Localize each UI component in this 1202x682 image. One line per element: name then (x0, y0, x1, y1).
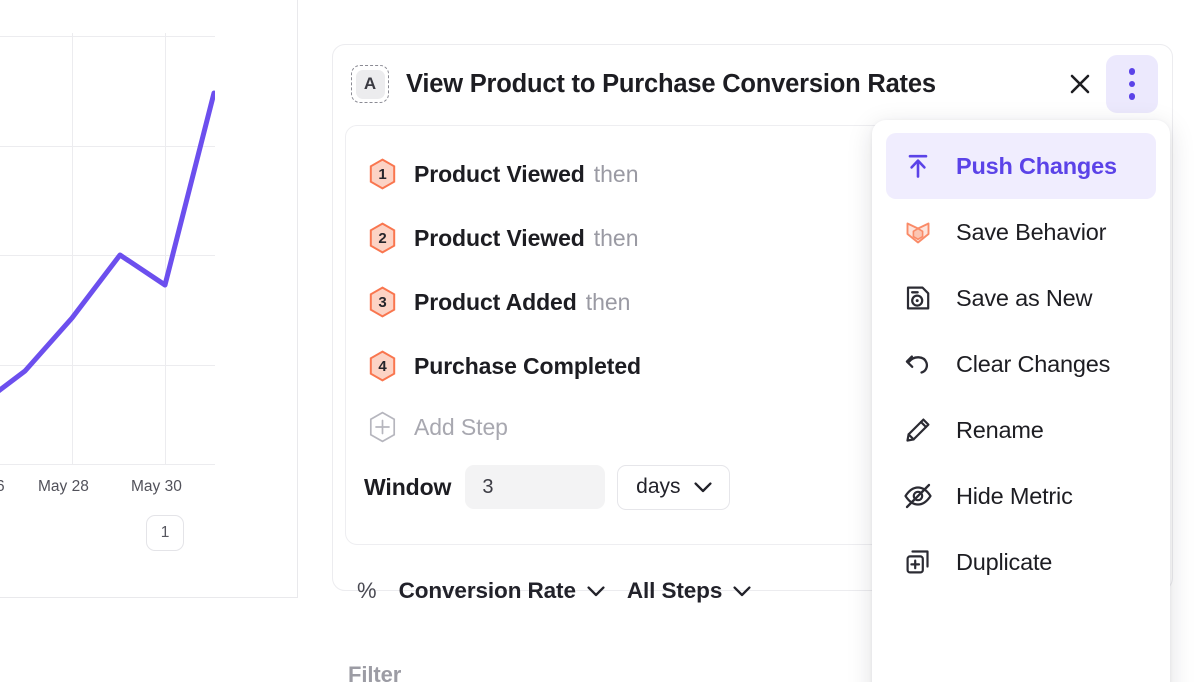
add-step-badge (368, 411, 397, 443)
step-number-badge: 2 (368, 222, 397, 254)
step-connector: then (593, 224, 639, 251)
funnel-step-row[interactable]: 4 Purchase Completed (346, 334, 1161, 398)
hexagon-icon (369, 286, 396, 318)
more-vertical-icon (1128, 68, 1136, 75)
eye-off-icon (902, 480, 934, 512)
push-up-icon (902, 150, 934, 182)
gridline-horizontal (0, 464, 215, 465)
filter-section-label: Filter (348, 662, 402, 682)
step-event-name: Product Viewed (414, 224, 585, 251)
metric-options-menu: Push Changes Save Behavior Save as N (872, 120, 1170, 682)
menu-item-label: Clear Changes (956, 350, 1111, 377)
duplicate-icon (902, 546, 934, 578)
metric-type-value: Conversion Rate (398, 578, 576, 603)
menu-item-label: Save Behavior (956, 218, 1107, 245)
menu-item-clear-changes[interactable]: Clear Changes (886, 331, 1156, 397)
metric-letter-badge: A (355, 69, 385, 99)
window-value-input[interactable]: 3 (465, 465, 606, 509)
vertical-divider (297, 0, 298, 598)
window-label: Window (364, 473, 452, 500)
conversion-window-row: Window 3 days (346, 456, 1161, 518)
menu-item-rename[interactable]: Rename (886, 397, 1156, 463)
menu-item-duplicate[interactable]: Duplicate (886, 529, 1156, 595)
menu-item-save-behavior[interactable]: Save Behavior (886, 199, 1156, 265)
window-unit-select[interactable]: days (617, 464, 731, 510)
funnel-step-row[interactable]: 3 Product Added then (346, 270, 1161, 334)
hexagon-icon (369, 350, 396, 382)
close-button[interactable] (1060, 64, 1100, 104)
close-icon (1070, 74, 1090, 94)
x-tick-label: May 30 (131, 478, 182, 495)
menu-item-hide-metric[interactable]: Hide Metric (886, 463, 1156, 529)
metric-type-select[interactable]: Conversion Rate (399, 578, 605, 604)
step-number-badge: 4 (368, 350, 397, 382)
menu-item-label: Push Changes (956, 152, 1117, 179)
gridline-horizontal (0, 146, 215, 147)
chart-pane-divider (0, 597, 298, 598)
gridline-vertical (165, 33, 166, 465)
menu-item-push-changes[interactable]: Push Changes (886, 133, 1156, 199)
line-chart-plot (0, 33, 215, 465)
pencil-icon (902, 414, 934, 446)
menu-item-label: Save as New (956, 284, 1093, 311)
step-number-badge: 3 (368, 286, 397, 318)
step-connector: then (585, 288, 631, 315)
gridline-horizontal (0, 255, 215, 256)
more-vertical-icon (1128, 80, 1136, 88)
gridline-vertical (72, 33, 73, 465)
menu-item-label: Hide Metric (956, 482, 1073, 509)
more-vertical-icon (1128, 93, 1136, 100)
step-event-name: Product Viewed (414, 160, 585, 187)
chevron-down-icon (733, 585, 751, 596)
step-scope-select[interactable]: All Steps (627, 578, 751, 604)
menu-item-save-as-new[interactable]: Save as New (886, 265, 1156, 331)
metric-card-header: A View Product to Purchase Conversion Ra… (333, 45, 1172, 123)
funnel-step-row[interactable]: 2 Product Viewed then (346, 206, 1161, 270)
step-number: 2 (378, 229, 387, 247)
step-event-name: Purchase Completed (414, 352, 641, 379)
window-unit-value: days (636, 475, 681, 498)
chevron-down-icon (693, 481, 712, 492)
step-connector: then (593, 160, 639, 187)
chart-pane: 6 May 28 May 30 1 (0, 0, 298, 598)
step-number: 3 (378, 293, 387, 311)
hexagon-icon (369, 158, 396, 190)
hexagon-icon (369, 222, 396, 254)
plus-hexagon-icon (369, 411, 396, 443)
step-scope-value: All Steps (626, 578, 723, 603)
gridline-horizontal (0, 36, 215, 37)
percent-icon: % (357, 578, 377, 603)
metric-letter-badge-drag-handle[interactable]: A (351, 65, 389, 103)
step-number-badge: 1 (368, 158, 397, 190)
menu-item-label: Rename (956, 416, 1044, 443)
x-axis-tick-labels: 6 May 28 May 30 (0, 478, 298, 504)
step-number: 1 (378, 165, 387, 183)
chart-line-series (0, 90, 215, 394)
metric-footer-controls: % Conversion Rate All Steps (333, 561, 751, 621)
menu-item-label: Duplicate (956, 548, 1053, 575)
step-event-name: Product Added (414, 288, 577, 315)
add-step-label: Add Step (414, 413, 508, 440)
x-tick-label: May 28 (38, 478, 89, 495)
add-step-button[interactable]: Add Step (346, 398, 1161, 456)
gridline-horizontal (0, 365, 215, 366)
chart-page-1-button[interactable]: 1 (146, 515, 184, 551)
save-disk-icon (902, 282, 934, 314)
shield-save-icon (902, 216, 934, 248)
step-number: 4 (378, 357, 387, 375)
more-options-button[interactable] (1106, 55, 1158, 113)
funnel-step-row[interactable]: 1 Product Viewed then (346, 142, 1161, 206)
metric-card-title: View Product to Purchase Conversion Rate… (406, 69, 936, 98)
x-tick-label: 6 (0, 478, 5, 495)
undo-arrow-icon (902, 348, 934, 380)
chevron-down-icon (587, 585, 605, 596)
